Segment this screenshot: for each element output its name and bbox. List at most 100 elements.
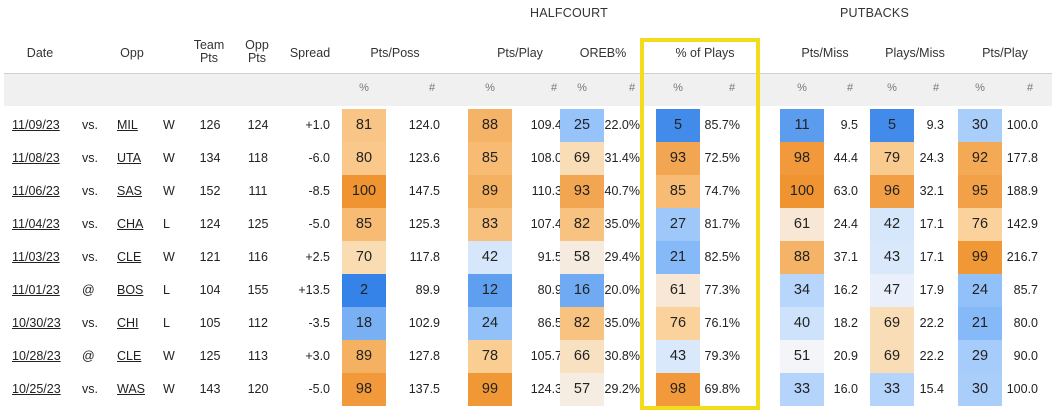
table-row: 10/25/23 vs. WAS W 143 120 -5.0 98 137.5 99 124.3 5… xyxy=(0,373,1056,406)
team-points: 143 xyxy=(199,382,221,396)
pp-value-cell: 147.5 xyxy=(408,184,440,198)
pp-value-cell: 125.3 xyxy=(408,217,440,231)
pp-percentile-cell: 98 xyxy=(342,373,386,406)
pb-num-subheader: # xyxy=(1026,82,1034,94)
pl-value-cell: 69.8% xyxy=(704,382,740,396)
or-percentile-cell: 57 xyxy=(560,373,604,406)
game-date-link[interactable]: 11/08/23 xyxy=(12,151,60,165)
plm-value-cell: 22.2 xyxy=(919,316,944,330)
pb-value-cell: 100.0 xyxy=(1006,118,1038,132)
header-halfcourt-pts-play[interactable]: Pts/Play xyxy=(497,46,543,60)
pp-percentile-cell: 80 xyxy=(342,142,386,175)
pp-value-cell: 124.0 xyxy=(408,118,440,132)
or-percentile-cell: 58 xyxy=(560,241,604,274)
team-points: 125 xyxy=(199,349,221,363)
hp-percentile-cell: 85 xyxy=(468,142,512,175)
location-indicator: vs. xyxy=(82,316,98,330)
or-value-cell: 40.7% xyxy=(604,184,640,198)
pm-num-subheader: # xyxy=(846,82,854,94)
pm-percentile-cell: 98 xyxy=(780,142,824,175)
opponent-link[interactable]: CLE xyxy=(117,250,142,264)
plm-percentile-cell: 5 xyxy=(870,109,914,142)
pm-percentile-cell: 51 xyxy=(780,340,824,373)
header-date[interactable]: Date xyxy=(26,46,54,60)
game-date-link[interactable]: 10/28/23 xyxy=(12,349,61,363)
opponent-points: 155 xyxy=(247,283,269,297)
game-date-link[interactable]: 11/03/23 xyxy=(12,250,60,264)
hp-value-cell: 91.5 xyxy=(537,250,562,264)
plm-percentile-cell: 69 xyxy=(870,340,914,373)
header-pct-of-plays[interactable]: % of Plays xyxy=(675,46,735,60)
opponent-link[interactable]: WAS xyxy=(117,382,146,396)
plm-percentile-cell: 42 xyxy=(870,208,914,241)
pl-value-cell: 79.3% xyxy=(704,349,740,363)
plm-value-cell: 15.4 xyxy=(919,382,944,396)
opponent-link[interactable]: CHI xyxy=(117,316,139,330)
spread-value: -5.0 xyxy=(308,382,330,396)
hp-percentile-cell: 24 xyxy=(468,307,512,340)
header-plays-miss[interactable]: Plays/Miss xyxy=(885,46,945,60)
opponent-link[interactable]: BOS xyxy=(117,283,144,297)
table-row: 11/06/23 vs. SAS W 152 111 -8.5 100 147.5 89 110.3… xyxy=(0,175,1056,208)
hp-value-cell: 108.0 xyxy=(530,151,562,165)
opponent-points: 113 xyxy=(248,349,268,363)
spread-value: +2.5 xyxy=(305,250,330,264)
plm-value-cell: 17.9 xyxy=(919,283,944,297)
opponent-points: 125 xyxy=(247,217,269,231)
opponent-points: 120 xyxy=(247,382,269,396)
pp-percentile-cell: 100 xyxy=(342,175,386,208)
header-oreb[interactable]: OREB% xyxy=(579,46,627,60)
table-row: 10/28/23 @ CLE W 125 113 +3.0 89 127.8 78 105.7 66 3… xyxy=(0,340,1056,373)
pb-percentile-cell: 30 xyxy=(958,109,1002,142)
opponent-link[interactable]: CLE xyxy=(117,349,142,363)
game-date-link[interactable]: 11/04/23 xyxy=(12,217,60,231)
plm-percentile-cell: 47 xyxy=(870,274,914,307)
pb-percentile-cell: 24 xyxy=(958,274,1002,307)
or-value-cell: 30.8% xyxy=(604,349,640,363)
hp-percentile-cell: 89 xyxy=(468,175,512,208)
game-date-link[interactable]: 11/06/23 xyxy=(12,184,60,198)
header-team-pts[interactable]: Team Pts xyxy=(193,38,225,65)
header-pts-miss[interactable]: Pts/Miss xyxy=(801,46,849,60)
win-loss-result: L xyxy=(163,316,170,330)
header-putbacks-pts-play[interactable]: Pts/Play xyxy=(982,46,1028,60)
spread-value: -6.0 xyxy=(308,151,330,165)
location-indicator: vs. xyxy=(82,184,98,198)
pm-value-cell: 16.0 xyxy=(833,382,858,396)
pp-value-cell: 102.9 xyxy=(408,316,440,330)
game-date-link[interactable]: 11/01/23 xyxy=(12,283,60,297)
opponent-points: 111 xyxy=(248,184,268,198)
pp-percentile-cell: 89 xyxy=(342,340,386,373)
pl-value-cell: 85.7% xyxy=(704,118,740,132)
pm-percentile-cell: 100 xyxy=(780,175,824,208)
pb-value-cell: 142.9 xyxy=(1006,217,1038,231)
opponent-link[interactable]: MIL xyxy=(117,118,138,132)
hp-value-cell: 124.3 xyxy=(530,382,562,396)
opponent-points: 116 xyxy=(248,250,268,264)
header-spread[interactable]: Spread xyxy=(289,46,331,60)
game-date-link[interactable]: 10/25/23 xyxy=(12,382,61,396)
hp-value-cell: 80.9 xyxy=(537,283,562,297)
pb-value-cell: 90.0 xyxy=(1013,349,1038,363)
game-date-link[interactable]: 11/09/23 xyxy=(12,118,60,132)
opponent-link[interactable]: UTA xyxy=(117,151,142,165)
plm-percentile-cell: 43 xyxy=(870,241,914,274)
or-percentile-cell: 93 xyxy=(560,175,604,208)
pl-percentile-cell: 27 xyxy=(656,208,700,241)
location-indicator: vs. xyxy=(82,217,98,231)
or-percentile-cell: 16 xyxy=(560,274,604,307)
location-indicator: vs. xyxy=(82,382,98,396)
plm-value-cell: 24.3 xyxy=(919,151,944,165)
game-date-link[interactable]: 10/30/23 xyxy=(12,316,61,330)
pb-value-cell: 216.7 xyxy=(1006,250,1038,264)
header-opp[interactable]: Opp xyxy=(120,46,144,60)
opponent-link[interactable]: SAS xyxy=(117,184,143,198)
win-loss-result: W xyxy=(163,382,175,396)
opponent-link[interactable]: CHA xyxy=(117,217,144,231)
pb-percentile-cell: 76 xyxy=(958,208,1002,241)
pl-num-subheader: # xyxy=(728,82,736,94)
or-value-cell: 31.4% xyxy=(604,151,640,165)
header-opp-pts[interactable]: Opp Pts xyxy=(245,38,269,65)
win-loss-result: W xyxy=(163,184,175,198)
header-pts-poss[interactable]: Pts/Poss xyxy=(370,46,420,60)
